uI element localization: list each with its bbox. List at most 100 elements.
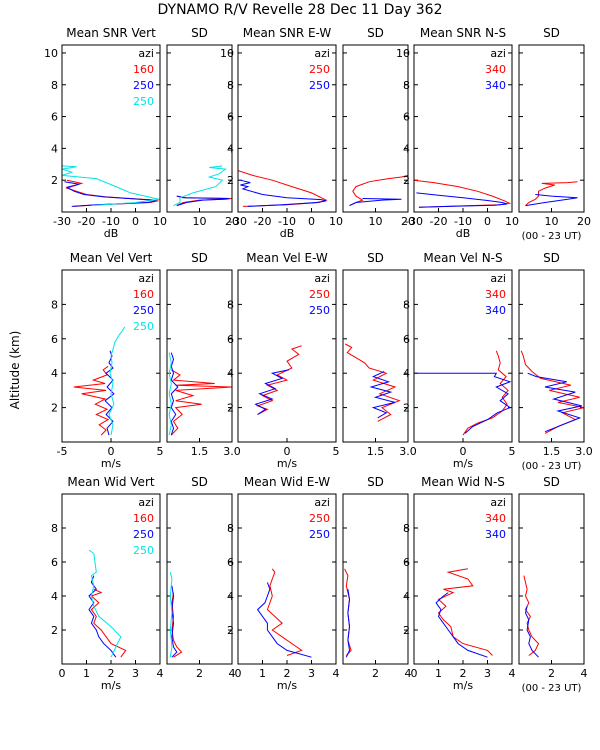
plot-frame bbox=[342, 269, 409, 443]
legend-entry-160: 160 bbox=[133, 512, 154, 525]
x-tick-label: 1 bbox=[83, 667, 90, 680]
x-tick-label: 10 bbox=[505, 215, 519, 228]
x-tick-label: 3 bbox=[308, 667, 315, 680]
x-axis-label: dB bbox=[456, 227, 471, 240]
legend-header: azi bbox=[490, 496, 506, 509]
series-line-160-red bbox=[73, 365, 110, 436]
time-range-note: (00 - 23 UT) bbox=[522, 461, 582, 472]
series-line-250-blue bbox=[64, 181, 157, 207]
panel-14: Mean Wid E-W 2 4 6 8 0 1 2 3 4 m/s azi 250 250 bbox=[227, 475, 340, 692]
y-tick-label: 4 bbox=[227, 590, 234, 603]
plot-frame bbox=[342, 44, 409, 213]
panel-title: SD bbox=[191, 475, 208, 489]
panel-title: SD bbox=[543, 26, 560, 40]
x-tick-label: -20 bbox=[78, 215, 96, 228]
x-tick-label: 10 bbox=[153, 215, 167, 228]
y-tick-label: 2 bbox=[227, 174, 234, 187]
x-axis-label: dB bbox=[104, 227, 119, 240]
x-tick-label: 0 bbox=[235, 667, 242, 680]
x-tick-label: 2 bbox=[108, 667, 115, 680]
x-axis-label: m/s bbox=[101, 679, 121, 692]
x-tick-label: 4 bbox=[509, 667, 516, 680]
x-tick-label: 10 bbox=[193, 215, 207, 228]
plot-frame bbox=[342, 493, 409, 665]
series-line-250-blue bbox=[170, 352, 179, 436]
panel-3: SD 10 20 bbox=[342, 26, 415, 228]
legend-entry-250: 250 bbox=[133, 528, 154, 541]
x-tick-label: -5 bbox=[57, 445, 68, 458]
plot-frame bbox=[237, 44, 337, 213]
y-tick-label: 6 bbox=[227, 111, 234, 124]
figure-title: DYNAMO R/V Revelle 28 Dec 11 Day 362 bbox=[158, 2, 443, 18]
y-tick-label: 4 bbox=[227, 367, 234, 380]
series-line-340-blue bbox=[414, 372, 512, 434]
series-line-340-red bbox=[462, 350, 509, 436]
legend-entry-250: 250 bbox=[309, 63, 330, 76]
x-tick-label: 1 bbox=[259, 667, 266, 680]
legend-entry-250: 250 bbox=[133, 95, 154, 108]
legend-header: azi bbox=[138, 496, 154, 509]
plot-frame bbox=[237, 493, 337, 665]
x-tick-label: 20 bbox=[225, 215, 239, 228]
series-line-250-cyan bbox=[169, 572, 173, 658]
series-line-250-blue bbox=[256, 582, 312, 658]
legend-entry-340: 340 bbox=[485, 512, 506, 525]
x-tick-label: -20 bbox=[254, 215, 272, 228]
panel-title: SD bbox=[543, 251, 560, 265]
x-tick-label: 4 bbox=[333, 667, 340, 680]
legend-entry-340: 340 bbox=[485, 304, 506, 317]
panel-title: SD bbox=[367, 251, 384, 265]
panel-title: Mean SNR E-W bbox=[243, 26, 332, 40]
y-tick-label: 4 bbox=[227, 142, 234, 155]
y-tick-label: 4 bbox=[403, 142, 410, 155]
series-line-340-blue bbox=[416, 192, 508, 208]
y-tick-label: 8 bbox=[227, 298, 234, 311]
y-tick-label: 6 bbox=[403, 111, 410, 124]
x-tick-label: 0 bbox=[460, 445, 467, 458]
series-line-250-cyan bbox=[173, 165, 227, 207]
series-line-250-blue bbox=[171, 585, 178, 658]
panel-title: Mean SNR N-S bbox=[420, 26, 506, 40]
panel-title: Mean Wid E-W bbox=[244, 475, 330, 489]
y-tick-label: 4 bbox=[51, 142, 58, 155]
time-range-note: (00 - 23 UT) bbox=[522, 683, 582, 694]
x-tick-label: 0 bbox=[284, 445, 291, 458]
plot-frame bbox=[61, 44, 161, 213]
legend-header: azi bbox=[490, 272, 506, 285]
panel-title: Mean Vel N-S bbox=[423, 251, 502, 265]
y-tick-label: 10 bbox=[396, 47, 410, 60]
y-tick-label: 2 bbox=[227, 402, 234, 415]
panel-title: SD bbox=[191, 26, 208, 40]
y-tick-label: 4 bbox=[51, 590, 58, 603]
y-tick-label: 4 bbox=[403, 367, 410, 380]
x-axis-label: dB bbox=[280, 227, 295, 240]
y-tick-label: 8 bbox=[227, 522, 234, 535]
x-tick-label: 3 bbox=[484, 667, 491, 680]
y-axis-label: Altitude (km) bbox=[8, 331, 22, 410]
series-line-250-blue bbox=[349, 198, 402, 207]
x-tick-label: 20 bbox=[577, 215, 591, 228]
y-tick-label: 6 bbox=[227, 556, 234, 569]
panel-title: SD bbox=[543, 475, 560, 489]
legend-entry-250: 250 bbox=[133, 304, 154, 317]
legend-entry-250: 250 bbox=[309, 512, 330, 525]
legend-entry-250: 250 bbox=[309, 79, 330, 92]
x-tick-label: 2 bbox=[196, 667, 203, 680]
panel-6: Mean Vel Vert 2 4 6 8 -5 0 5 m/s azi 160 250 250 bbox=[51, 251, 164, 470]
series-line-250-cyan bbox=[62, 165, 160, 207]
y-tick-label: 6 bbox=[403, 333, 410, 346]
panel-title: SD bbox=[367, 26, 384, 40]
x-tick-label: 5 bbox=[157, 445, 164, 458]
x-tick-label: 10 bbox=[329, 215, 343, 228]
series-line-250-cyan bbox=[168, 352, 172, 436]
x-tick-label: 5 bbox=[509, 445, 516, 458]
legend-header: azi bbox=[314, 272, 330, 285]
x-tick-label: 3 bbox=[132, 667, 139, 680]
legend-entry-250: 250 bbox=[133, 544, 154, 557]
panel-title: Mean Vel E-W bbox=[246, 251, 328, 265]
x-tick-label: 1 bbox=[435, 667, 442, 680]
panel-title: Mean SNR Vert bbox=[66, 26, 156, 40]
y-tick-label: 8 bbox=[403, 522, 410, 535]
